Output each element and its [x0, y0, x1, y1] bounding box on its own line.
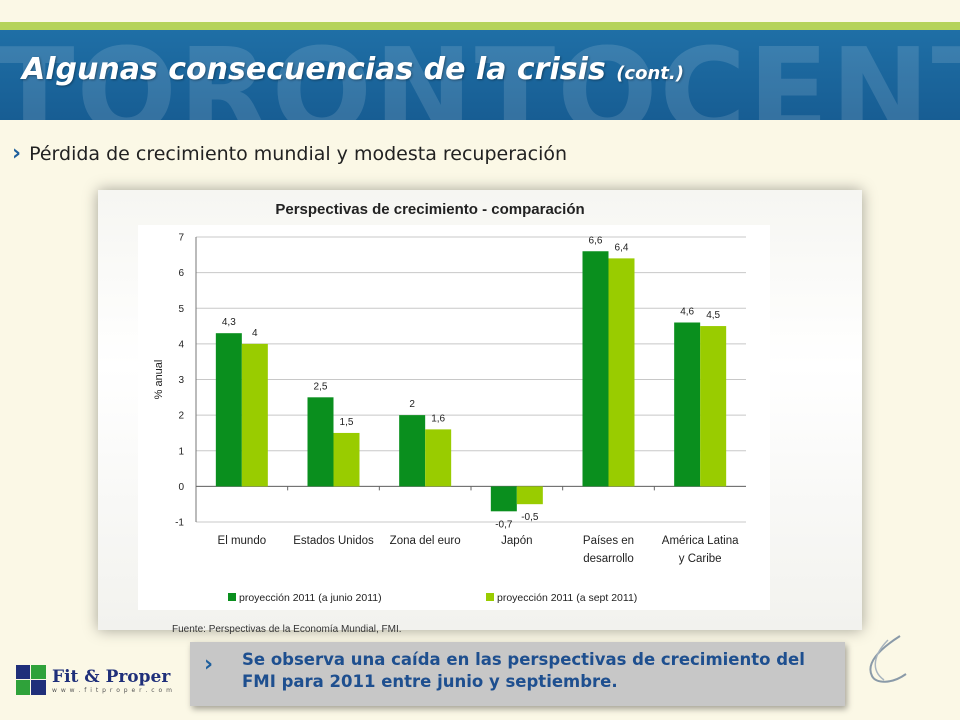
page-title: Algunas consecuencias de la crisis (cont…	[22, 52, 684, 87]
bar-2	[608, 258, 635, 487]
y-tick-label: 7	[178, 233, 184, 244]
data-label: 6,6	[589, 235, 603, 246]
bar-2	[333, 432, 360, 487]
bar-2	[700, 326, 727, 487]
bar-chart: -1 0 1 2 3 4 5 6 7 % anual 4,3 4 El mundo 2,5 1,5 Estad…	[153, 233, 746, 604]
y-tick-label: 3	[178, 375, 184, 386]
data-label: 2	[409, 399, 415, 410]
bar-1	[674, 322, 701, 487]
logo-mark-icon	[16, 665, 46, 695]
bullet-row: › Pérdida de crecimiento mundial y modes…	[12, 141, 568, 166]
data-label: 1,5	[340, 417, 354, 428]
data-label: 4,3	[222, 317, 236, 328]
data-label: -0,5	[521, 512, 539, 523]
y-axis-label: % anual	[153, 360, 165, 400]
chart-title: Perspectivas de crecimiento - comparació…	[275, 201, 585, 218]
bar-2	[241, 343, 268, 487]
legend-swatch	[486, 593, 494, 601]
callout-box: › Se observa una caída en las perspectiv…	[190, 642, 845, 706]
legend-swatch	[228, 593, 236, 601]
bar-1	[582, 251, 609, 487]
title-suffix: (cont.)	[616, 63, 684, 84]
y-tick-label: 5	[178, 304, 184, 315]
bar-2	[516, 486, 543, 505]
source-note: Fuente: Perspectivas de la Economía Mund…	[172, 624, 402, 635]
category-label: Países en	[583, 535, 634, 547]
watermark-text: TORONTOCENTRE	[0, 30, 960, 120]
bar-1	[399, 415, 426, 487]
logo-name: Fit & Proper	[52, 666, 171, 687]
fit-proper-logo: Fit & Proper w w w . f i t p r o p e r .…	[16, 665, 173, 695]
bullet-text: Pérdida de crecimiento mundial y modesta…	[29, 143, 568, 165]
data-label: -0,7	[495, 519, 513, 530]
y-tick-label: 0	[178, 482, 184, 493]
title-band: TORONTOCENTRE	[0, 30, 960, 120]
y-tick-label: 2	[178, 411, 184, 422]
y-tick-label: -1	[175, 518, 184, 529]
bar-2	[425, 429, 452, 487]
category-label: Estados Unidos	[293, 535, 374, 547]
category-label: Japón	[501, 535, 532, 547]
category-label: América Latina	[662, 535, 739, 547]
legend-label: proyección 2011 (a junio 2011)	[239, 592, 382, 604]
chevron-right-icon: ›	[204, 652, 214, 677]
bar-1	[215, 333, 242, 487]
data-label: 4	[252, 328, 258, 339]
y-tick-label: 1	[178, 446, 184, 457]
legend-label: proyección 2011 (a sept 2011)	[497, 592, 637, 604]
data-label: 2,5	[314, 381, 328, 392]
data-label: 4,5	[706, 310, 720, 321]
category-label: desarrollo	[583, 553, 634, 565]
bar-1	[490, 486, 517, 512]
data-label: 1,6	[431, 413, 445, 424]
logo-url: w w w . f i t p r o p e r . c o m	[52, 686, 173, 694]
swoosh-logo-icon	[869, 635, 907, 683]
top-accent-stripe	[0, 22, 960, 30]
data-label: 4,6	[680, 307, 694, 318]
chevron-right-icon: ›	[12, 141, 22, 166]
callout-text: Se observa una caída en las perspectivas…	[242, 650, 805, 691]
category-label: Zona del euro	[390, 535, 461, 547]
y-tick-label: 4	[178, 339, 184, 350]
category-label: y Caribe	[679, 553, 722, 565]
title-main: Algunas consecuencias de la crisis	[22, 52, 606, 87]
category-label: El mundo	[218, 535, 267, 547]
bar-1	[307, 397, 334, 487]
y-tick-label: 6	[178, 268, 184, 279]
data-label: 6,4	[615, 242, 629, 253]
